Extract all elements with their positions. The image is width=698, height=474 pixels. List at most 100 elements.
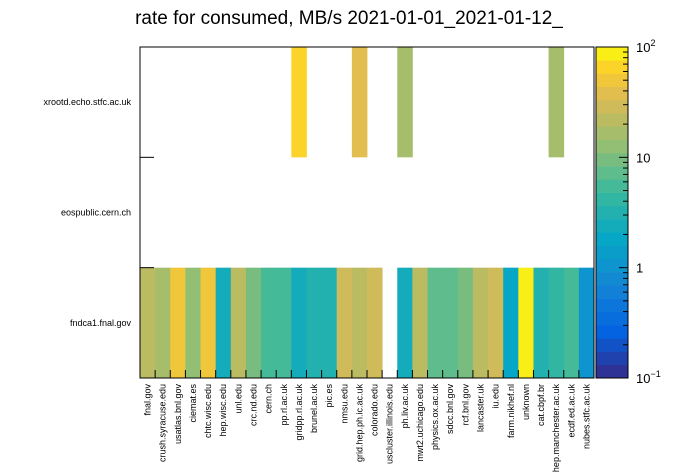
heatmap-cell xyxy=(367,267,383,378)
heatmap-cell xyxy=(261,267,277,378)
palette-tick-label: 1 xyxy=(636,261,643,276)
heatmap-cell xyxy=(230,267,247,378)
heatmap-cell xyxy=(427,267,444,378)
x-tick-label: pp.rl.ac.uk xyxy=(279,384,289,426)
y-tick-label: fndca1.fnal.gov xyxy=(70,318,132,328)
heatmap-cell xyxy=(215,267,232,378)
x-tick-label: uscluster.illinois.edu xyxy=(385,384,395,464)
x-tick-label: unl.edu xyxy=(233,384,243,414)
heatmap-cell xyxy=(412,267,428,378)
palette-band xyxy=(596,285,628,299)
x-tick-label: nmsu.edu xyxy=(339,384,349,424)
x-tick-label: grid.hep.ph.ic.ac.uk xyxy=(354,384,364,463)
x-tick-label: ciemat.es xyxy=(188,384,198,423)
x-tick-label: cat.cbpf.br xyxy=(536,384,546,426)
palette-band xyxy=(596,73,628,88)
heatmap-cell xyxy=(170,267,186,378)
heatmap-cell xyxy=(291,267,307,378)
palette-tick-label: 102 xyxy=(636,38,655,55)
palette-band xyxy=(596,272,628,286)
x-tick-label: crc.nd.edu xyxy=(249,384,259,426)
palette-frame xyxy=(595,46,629,379)
heatmap-cell xyxy=(336,267,353,378)
palette-band xyxy=(596,126,628,140)
heatmap-cell xyxy=(245,267,262,378)
heatmap-cell xyxy=(200,267,217,378)
palette-band xyxy=(596,364,628,379)
heatmap-cell xyxy=(155,267,171,378)
heatmap-cell xyxy=(185,267,201,378)
x-tick-label: fnal.gov xyxy=(143,384,153,416)
palette-band xyxy=(596,298,628,313)
y-tick-label: eospublic.cern.ch xyxy=(61,208,131,218)
palette-band xyxy=(596,232,628,246)
x-tick-label: sdcc.bnl.gov xyxy=(445,384,455,435)
x-tick-label: nubes.stfc.ac.uk xyxy=(581,384,591,450)
x-tick-label: crush.syracuse.edu xyxy=(158,384,168,462)
heatmap-cell xyxy=(276,267,292,378)
heatmap-cell xyxy=(518,267,534,378)
heatmap-cell xyxy=(291,47,307,158)
palette-band xyxy=(596,205,628,220)
palette-band xyxy=(596,47,628,61)
x-tick-label: unknown xyxy=(521,384,531,420)
heatmap-cell xyxy=(397,267,413,378)
x-tick-label: ph.liv.ac.uk xyxy=(400,384,410,429)
x-tick-label: iu.edu xyxy=(491,384,501,409)
heatmap-cell xyxy=(578,267,595,378)
heatmap-cell xyxy=(457,267,474,378)
x-tick-label: hep.manchester.ac.uk xyxy=(551,384,561,473)
x-tick-label: gridpp.rl.ac.uk xyxy=(294,384,304,441)
x-tick-label: brunel.ac.uk xyxy=(309,384,319,434)
palette-tick-label: 10−1 xyxy=(636,369,661,386)
heatmap-cell xyxy=(442,267,459,378)
palette-band xyxy=(596,99,628,114)
heatmap-cells xyxy=(140,47,595,378)
heatmap-cell xyxy=(548,267,565,378)
palette-band xyxy=(596,338,628,352)
x-tick-label: ecdf.ed.ac.uk xyxy=(566,384,576,438)
palette-tick-label: 10 xyxy=(636,150,650,165)
chart-title: rate for consumed, MB/s 2021-01-01_2021-… xyxy=(135,8,563,29)
palette-band xyxy=(596,192,628,207)
heatmap-cell xyxy=(488,267,504,378)
heatmap-cell xyxy=(397,47,413,158)
palette-band xyxy=(596,325,628,339)
x-tick-label: rcf.bnl.gov xyxy=(460,384,470,426)
x-tick-label: mwt2.uchicago.edu xyxy=(415,384,425,462)
y-axis: fndca1.fnal.gov eospublic.cern.ch xrootd.e… xyxy=(43,46,154,328)
x-axis: fnal.gov crush.syracuse.edu usatlas.bnl.go… xyxy=(143,370,591,473)
heatmap-cell xyxy=(140,267,156,378)
heatmap-cell xyxy=(351,267,368,378)
heatmap-cell xyxy=(321,267,338,378)
heatmap-cell xyxy=(503,267,519,378)
palette-band xyxy=(596,139,628,154)
x-tick-label: lancaster.uk xyxy=(476,384,486,433)
palette-band xyxy=(596,179,628,193)
palette-band xyxy=(596,219,628,233)
heatmap-cell xyxy=(548,47,565,158)
color-scale: 10−1 1 10 102 xyxy=(595,38,661,386)
x-tick-label: physics.ox.ac.uk xyxy=(430,384,440,451)
heatmap-cell xyxy=(472,267,489,378)
palette-band xyxy=(596,245,628,260)
y-tick-label: xrootd.echo.stfc.ac.uk xyxy=(43,97,131,107)
x-tick-label: usatlas.bnl.gov xyxy=(173,384,183,445)
palette-band xyxy=(596,311,628,326)
heatmap-cell xyxy=(563,267,580,378)
x-tick-label: chtc.wisc.edu xyxy=(203,384,213,438)
heatmap-cell xyxy=(533,267,549,378)
heatmap-cell xyxy=(351,47,368,158)
palette-band xyxy=(596,86,628,101)
x-tick-label: pic.es xyxy=(324,384,334,408)
palette-band xyxy=(596,258,628,273)
palette-band xyxy=(596,113,628,127)
palette-band xyxy=(596,60,628,74)
palette-band xyxy=(596,351,628,366)
x-tick-label: colorado.edu xyxy=(370,384,380,436)
heatmap-cell xyxy=(306,267,322,378)
x-tick-label: hep.wisc.edu xyxy=(218,384,228,437)
palette-band xyxy=(596,152,628,167)
x-tick-label: farm.nikhef.nl xyxy=(506,384,516,438)
